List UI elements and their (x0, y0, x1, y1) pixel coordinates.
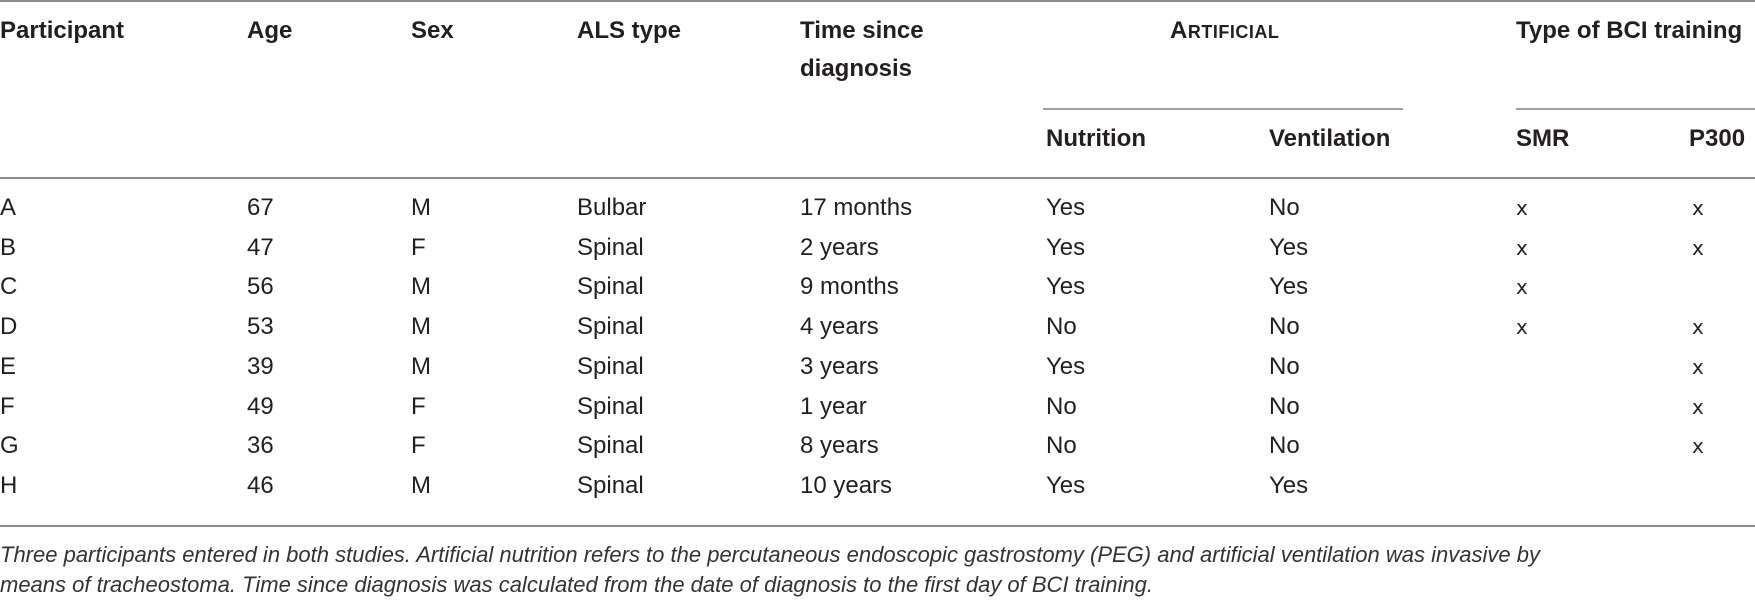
cell-participant: H (0, 471, 18, 499)
cell-als-type: Spinal (577, 352, 644, 380)
cell-sex: F (411, 233, 426, 261)
cell-age: 67 (247, 194, 274, 221)
cell-ventilation: No (1269, 313, 1300, 341)
cell-als-type: Spinal (577, 233, 644, 261)
table-bottom-rule (0, 525, 1755, 527)
cell-nutrition: No (1046, 432, 1077, 460)
cell-time: 8 years (800, 432, 879, 460)
cell-ventilation: No (1269, 432, 1300, 460)
cell-age: 36 (247, 432, 274, 460)
header-artificial-rest: rtificial (1187, 22, 1280, 42)
cell-p300: x (1692, 394, 1704, 419)
artificial-subrule (1043, 108, 1403, 110)
cell-p300: x (1692, 434, 1704, 459)
cell-participant: E (0, 352, 17, 380)
footnote-line1: Three participants entered in both studi… (0, 542, 1540, 567)
header-time-since-diagnosis: Time since diagnosis (800, 12, 924, 88)
cell-smr: x (1516, 235, 1528, 260)
cell-age: 49 (247, 392, 274, 420)
header-bci-training: Type of BCI training (1516, 17, 1743, 44)
cell-nutrition: No (1046, 313, 1077, 341)
footnote-line2: means of tracheostoma. Time since diagno… (0, 572, 1153, 597)
cell-ventilation: No (1269, 352, 1300, 380)
cell-sex: F (411, 392, 426, 420)
cell-smr: x (1516, 275, 1528, 300)
cell-als-type: Spinal (577, 273, 644, 301)
cell-nutrition: No (1046, 392, 1077, 420)
cell-time: 1 year (800, 392, 867, 420)
header-time-line1: Time since (800, 17, 924, 44)
cell-smr: x (1516, 196, 1528, 220)
cell-als-type: Spinal (577, 471, 644, 499)
header-artificial: Artificial (1170, 12, 1279, 51)
cell-sex: F (411, 432, 426, 460)
header-artificial-cap: A (1170, 17, 1188, 44)
cell-age: 39 (247, 352, 274, 380)
cell-nutrition: Yes (1046, 471, 1086, 499)
bci-subrule (1516, 108, 1755, 110)
cell-ventilation: Yes (1269, 471, 1309, 499)
cell-ventilation: Yes (1269, 273, 1309, 301)
header-age: Age (247, 17, 293, 44)
cell-time: 2 years (800, 233, 879, 261)
header-time-line2: diagnosis (800, 55, 913, 82)
cell-time: 17 months (800, 194, 913, 221)
cell-sex: M (411, 352, 431, 380)
cell-participant: A (0, 194, 17, 221)
cell-time: 4 years (800, 313, 879, 341)
cell-p300: x (1692, 354, 1704, 379)
cell-sex: M (411, 194, 431, 221)
cell-p300: x (1692, 315, 1704, 340)
cell-p300: x (1692, 235, 1704, 260)
cell-participant: B (0, 233, 17, 261)
cell-nutrition: Yes (1046, 273, 1086, 301)
cell-sex: M (411, 471, 431, 499)
cell-participant: D (0, 313, 18, 341)
cell-als-type: Spinal (577, 392, 644, 420)
cell-participant: F (0, 392, 15, 420)
cell-age: 56 (247, 273, 274, 301)
cell-ventilation: Yes (1269, 233, 1309, 261)
cell-time: 9 months (800, 273, 899, 301)
header-als-type: ALS type (577, 17, 682, 44)
header-p300: P300 (1689, 125, 1746, 152)
cell-als-type: Spinal (577, 313, 644, 341)
header-smr: SMR (1516, 125, 1570, 152)
cell-participant: C (0, 273, 18, 301)
cell-age: 46 (247, 471, 274, 499)
cell-time: 3 years (800, 352, 879, 380)
cell-p300: x (1692, 196, 1704, 220)
cell-participant: G (0, 432, 19, 460)
table-footnote: Three participants entered in both studi… (0, 540, 1755, 600)
cell-ventilation: No (1269, 194, 1300, 221)
header-sex: Sex (411, 17, 454, 44)
cell-nutrition: Yes (1046, 233, 1086, 261)
cell-ventilation: No (1269, 392, 1300, 420)
cell-nutrition: Yes (1046, 194, 1086, 221)
table-header-rule (0, 177, 1755, 179)
table-top-rule (0, 0, 1755, 2)
cell-sex: M (411, 313, 431, 341)
cell-als-type: Spinal (577, 432, 644, 460)
cell-age: 53 (247, 313, 274, 341)
cell-time: 10 years (800, 471, 893, 499)
cell-als-type: Bulbar (577, 194, 647, 221)
header-participant: Participant (0, 17, 125, 44)
cell-nutrition: Yes (1046, 352, 1086, 380)
cell-smr: x (1516, 315, 1528, 340)
cell-sex: M (411, 273, 431, 301)
cell-age: 47 (247, 233, 274, 261)
header-ventilation: Ventilation (1269, 125, 1391, 152)
header-nutrition: Nutrition (1046, 125, 1146, 152)
